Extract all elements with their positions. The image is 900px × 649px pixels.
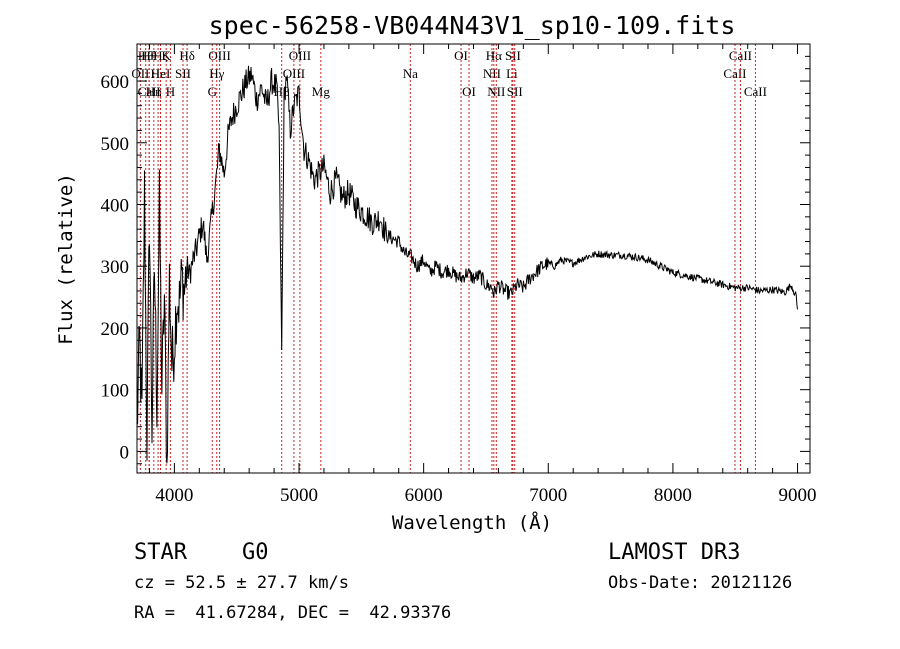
spectral-line-label-22: SII [505,48,521,63]
spectral-line-label-10: OIII [208,48,230,63]
spectral-line-label-24: CaII [723,66,746,81]
y-tick-label-1: 100 [101,381,130,402]
spectral-line-label-19: Hα [486,48,502,63]
survey-name: LAMOST DR3 [608,540,741,565]
spectral-line-label-9: Hγ [209,66,224,81]
spectral-line-label-17: OI [462,84,476,99]
redshift-text: cz = 52.5 ± 27.7 km/s [134,573,349,593]
y-tick-label-2: 200 [101,319,130,340]
x-tick-label-2: 6000 [405,485,443,506]
y-tick-label-5: 500 [101,134,130,155]
spectral-line-label-30: Hζ [153,48,168,63]
y-tick-label-0: 0 [120,442,130,463]
plot-frame [136,43,811,474]
spectral-line-markers: HθHηHεHeIKHSIIHδGHγOIIIHβOIIIOIIIMgNaOIO… [131,44,767,473]
object-subclass: G0 [242,540,269,565]
spectral-line-label-27: OII [131,66,149,81]
spectral-line-label-0: Hθ [138,48,154,63]
series-line-0 [136,65,798,464]
spectral-line-label-13: OIII [289,48,311,63]
y-tick-label-4: 400 [101,195,130,216]
spectral-line-label-18: NII [483,66,501,81]
object-class: STAR [134,540,187,565]
spectral-line-label-2: Hε [151,66,166,81]
spectral-line-label-28: CaII [138,84,161,99]
spectral-line-label-14: Mg [312,84,331,99]
x-tick-label-3: 7000 [529,485,567,506]
x-tick-label-4: 8000 [654,485,692,506]
chart-title: spec-56258-VB044N43V1_sp10-109.fits [209,11,736,40]
y-tick-label-6: 600 [101,72,130,93]
spectral-line-label-4: K [161,48,171,63]
spectral-line-label-26: CaII [744,84,767,99]
spectral-line-label-1: Hη [146,84,162,99]
obs-date-text: Obs-Date: 20121126 [608,573,793,593]
coordinates-text: RA = 41.67284, DEC = 42.93376 [134,603,452,623]
spectral-line-label-15: Na [403,66,418,81]
x-tick-label-1: 5000 [280,485,318,506]
spectral-line-label-20: NII [487,84,505,99]
ticks-layer: 4000 5000 6000 7000 8000 9000 0 100 200 300 400 500… [101,44,817,506]
spectral-line-label-21: Li [506,66,518,81]
series-layer [136,65,798,464]
x-axis-label: Wavelength (Å) [392,511,552,534]
spectral-line-label-6: SII [175,66,191,81]
y-tick-label-3: 300 [101,257,130,278]
y-axis-label: Flux (relative) [55,173,77,345]
spectral-line-label-7: Hδ [179,48,195,63]
spectral-line-label-29: Hθ [141,48,157,63]
x-tick-label-5: 9000 [779,485,817,506]
spectral-line-label-5: H [166,84,175,99]
spectral-line-label-16: OI [454,48,468,63]
x-tick-label-0: 4000 [155,485,193,506]
spectral-line-label-25: CaII [729,48,752,63]
spectral-line-label-23: SII [507,84,523,99]
spectral-line-label-8: G [208,84,217,99]
